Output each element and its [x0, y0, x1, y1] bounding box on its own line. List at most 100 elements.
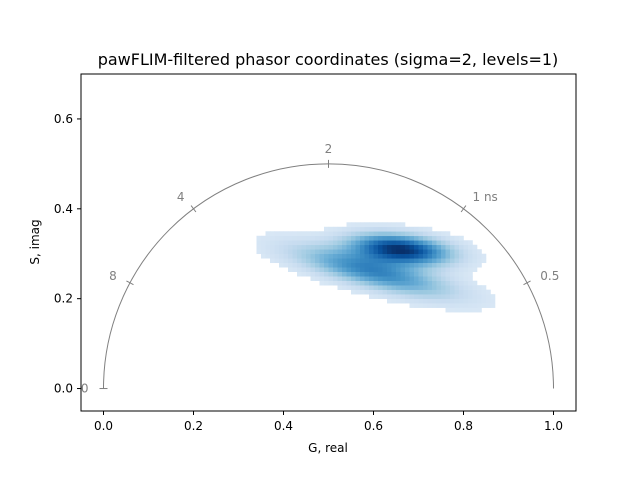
heatmap-cell	[427, 294, 433, 299]
heatmap-cell	[328, 244, 334, 250]
heatmap-cell	[288, 267, 293, 273]
heatmap-cell	[346, 271, 352, 277]
heatmap-cell	[387, 285, 392, 290]
heatmap-cell	[351, 231, 356, 237]
heatmap-cell	[436, 240, 442, 246]
heatmap-cell	[400, 231, 406, 237]
heatmap-cell	[337, 249, 343, 255]
heatmap-cell	[432, 231, 437, 237]
heatmap-cell	[346, 231, 352, 237]
heatmap-cell	[265, 235, 271, 241]
lifetime-tick-label: 8	[109, 269, 117, 283]
heatmap-cell	[346, 244, 352, 250]
heatmap-cell	[369, 276, 374, 281]
heatmap-cell	[342, 231, 347, 237]
heatmap-cell	[315, 240, 320, 246]
heatmap-cell	[409, 249, 415, 255]
heatmap-cell	[463, 271, 469, 277]
heatmap-cell	[301, 258, 307, 264]
heatmap-cell	[436, 289, 442, 295]
heatmap-cell	[369, 249, 374, 255]
heatmap-cell	[468, 258, 473, 264]
heatmap-cell	[351, 289, 356, 295]
heatmap-cell	[418, 244, 424, 250]
heatmap-cell	[445, 303, 451, 308]
heatmap-cell	[364, 240, 370, 246]
heatmap-cell	[292, 253, 298, 259]
heatmap-cell	[454, 271, 460, 277]
heatmap-cell	[306, 271, 311, 277]
heatmap-cell	[423, 294, 428, 299]
heatmap-cell	[427, 226, 433, 232]
heatmap-cell	[463, 253, 469, 259]
heatmap-cell	[360, 249, 365, 255]
heatmap-cell	[405, 285, 410, 290]
heatmap-cell	[445, 267, 451, 273]
heatmap-cell	[400, 240, 406, 246]
heatmap-cell	[436, 276, 442, 281]
heatmap-cell	[459, 267, 464, 273]
heatmap-cell	[481, 253, 487, 259]
heatmap-cell	[445, 235, 451, 241]
heatmap-cell	[369, 258, 374, 264]
heatmap-cell	[369, 222, 374, 228]
heatmap-cell	[378, 289, 383, 295]
heatmap-cell	[378, 262, 383, 268]
heatmap-cell	[427, 303, 433, 308]
heatmap-cell	[292, 244, 298, 250]
lifetime-tick	[523, 280, 531, 286]
heatmap-cell	[423, 240, 428, 246]
heatmap-cell	[297, 235, 302, 241]
heatmap-cell	[423, 298, 428, 304]
lifetime-tick	[126, 280, 134, 286]
heatmap-cell	[351, 235, 356, 241]
heatmap-cell	[432, 294, 437, 299]
heatmap-cell	[369, 226, 374, 232]
heatmap-cell	[463, 285, 469, 290]
heatmap-cell	[292, 262, 298, 268]
heatmap-cell	[274, 231, 280, 237]
heatmap-cell	[427, 235, 433, 241]
heatmap-cell	[436, 258, 442, 264]
heatmap-cell	[445, 262, 451, 268]
heatmap-cell	[409, 280, 415, 286]
heatmap-cell	[441, 271, 446, 277]
heatmap-cell	[472, 298, 478, 304]
heatmap-cell	[432, 303, 437, 308]
heatmap-cell	[297, 249, 302, 255]
heatmap-cell	[405, 262, 410, 268]
heatmap-cell	[405, 249, 410, 255]
heatmap-cell	[396, 222, 401, 228]
heatmap-cell	[319, 280, 325, 286]
heatmap-cell	[360, 280, 365, 286]
heatmap-cell	[423, 249, 428, 255]
heatmap-cell	[441, 235, 446, 241]
heatmap-cell	[288, 244, 293, 250]
heatmap-cell	[414, 249, 419, 255]
heatmap-cell	[400, 285, 406, 290]
heatmap-cell	[360, 231, 365, 237]
heatmap-cell	[454, 267, 460, 273]
heatmap-cell	[333, 240, 338, 246]
heatmap-cell	[288, 235, 293, 241]
heatmap-cell	[306, 235, 311, 241]
heatmap-cell	[355, 271, 361, 277]
heatmap-cell	[279, 249, 284, 255]
heatmap-cell	[396, 285, 401, 290]
heatmap-cell	[454, 298, 460, 304]
heatmap-cell	[387, 267, 392, 273]
heatmap-cell	[373, 253, 379, 259]
heatmap-cell	[450, 240, 455, 246]
heatmap-cell	[373, 240, 379, 246]
heatmap-cell	[450, 294, 455, 299]
heatmap-cell	[414, 285, 419, 290]
heatmap-cell	[387, 226, 392, 232]
heatmap-cell	[418, 298, 424, 304]
heatmap-cell	[396, 280, 401, 286]
heatmap-cell	[355, 253, 361, 259]
lifetime-ticks: 0 0.5 1 ns 2 4 8	[81, 142, 560, 396]
heatmap-cell	[261, 235, 266, 241]
x-axis-ticks: 0.0 0.2 0.4 0.6 0.8 1.0	[94, 411, 563, 433]
heatmap-cell	[445, 289, 451, 295]
heatmap-cell	[265, 253, 271, 259]
